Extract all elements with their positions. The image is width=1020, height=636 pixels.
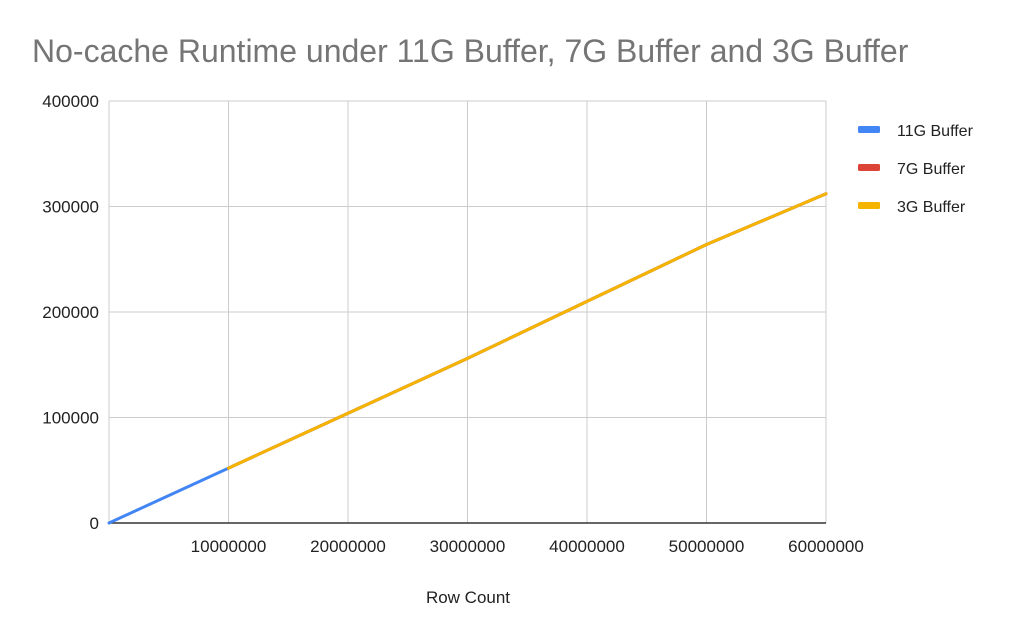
x-axis-label: Row Count [426, 588, 510, 607]
y-tick-label: 400000 [42, 92, 99, 111]
y-tick-label: 200000 [42, 303, 99, 322]
legend-swatch [858, 164, 880, 171]
y-tick-label: 100000 [42, 409, 99, 428]
x-tick-label: 60000000 [788, 537, 864, 556]
x-tick-label: 40000000 [549, 537, 625, 556]
series-lines [107, 192, 828, 525]
legend-label: 3G Buffer [897, 199, 966, 216]
gridlines [108, 100, 827, 523]
y-tick-label: 0 [90, 514, 99, 533]
legend-label: 7G Buffer [897, 161, 966, 178]
x-tick-label: 20000000 [310, 537, 386, 556]
series-line-3g-buffer [227, 192, 828, 470]
y-tick-label: 300000 [42, 198, 99, 217]
x-tick-label: 30000000 [430, 537, 506, 556]
axes: 0 100000 200000 300000 400000 10000000 2000000… [42, 92, 864, 556]
chart-title: No-cache Runtime under 11G Buffer, 7G Bu… [32, 33, 909, 69]
legend: 11G Buffer 7G Buffer 3G Buffer [858, 123, 974, 216]
x-tick-label: 50000000 [669, 537, 745, 556]
x-tick-label: 10000000 [191, 537, 267, 556]
legend-swatch [858, 126, 880, 133]
legend-label: 11G Buffer [897, 123, 974, 140]
legend-swatch [858, 202, 880, 209]
